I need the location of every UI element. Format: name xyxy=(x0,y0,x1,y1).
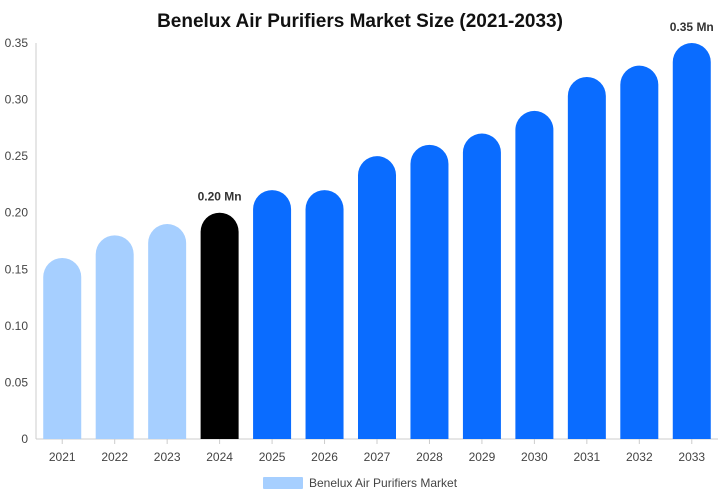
x-tick-label: 2026 xyxy=(311,450,338,464)
y-tick-label: 0.25 xyxy=(5,149,29,163)
bar-2026[interactable] xyxy=(305,190,344,439)
bar-2023[interactable] xyxy=(148,224,187,439)
legend-label: Benelux Air Purifiers Market xyxy=(309,476,458,490)
data-label-2033: 0.35 Mn xyxy=(670,20,714,34)
x-tick-label: 2029 xyxy=(469,450,496,464)
bar-2029[interactable] xyxy=(462,133,501,439)
y-tick-label: 0.10 xyxy=(5,319,29,333)
bar-2028[interactable] xyxy=(410,144,449,439)
bar-2021[interactable] xyxy=(43,257,82,439)
legend-swatch xyxy=(263,477,303,489)
y-tick-label: 0.15 xyxy=(5,262,29,276)
bar-2027[interactable] xyxy=(358,156,396,439)
x-tick-label: 2028 xyxy=(416,450,443,464)
bar-2022[interactable] xyxy=(95,235,134,439)
x-tick-label: 2032 xyxy=(626,450,653,464)
bar-2032[interactable] xyxy=(620,65,659,439)
bar-2024[interactable] xyxy=(200,212,239,439)
y-axis: 0 0.05 0.10 0.15 0.20 0.25 0.30 0.35 xyxy=(5,36,37,446)
bar-2033[interactable] xyxy=(672,43,711,439)
data-labels: 0.20 Mn 0.35 Mn xyxy=(198,20,714,204)
x-tick-label: 2027 xyxy=(364,450,391,464)
x-tick-label: 2025 xyxy=(259,450,286,464)
x-tick-label: 2031 xyxy=(573,450,600,464)
bar-2031[interactable] xyxy=(567,76,606,439)
bar-2025[interactable] xyxy=(253,190,292,439)
legend[interactable]: Benelux Air Purifiers Market xyxy=(263,476,458,490)
y-tick-label: 0.35 xyxy=(5,36,29,50)
y-tick-label: 0 xyxy=(21,432,28,446)
y-tick-label: 0.30 xyxy=(5,93,29,107)
y-tick-label: 0.20 xyxy=(5,206,29,220)
x-tick-label: 2033 xyxy=(678,450,705,464)
y-tick-label: 0.05 xyxy=(5,375,29,389)
bar-2030[interactable] xyxy=(515,110,554,439)
x-tick-label: 2022 xyxy=(101,450,128,464)
x-axis: 2021 2022 2023 2024 2025 2026 2027 2028 2029 2030… xyxy=(36,438,718,464)
x-tick-label: 2021 xyxy=(49,450,76,464)
x-tick-label: 2030 xyxy=(521,450,548,464)
bar-series xyxy=(43,43,711,439)
x-tick-label: 2023 xyxy=(154,450,181,464)
chart-title: Benelux Air Purifiers Market Size (2021-… xyxy=(157,11,563,32)
x-tick-label: 2024 xyxy=(206,450,233,464)
data-label-2024: 0.20 Mn xyxy=(198,190,242,204)
